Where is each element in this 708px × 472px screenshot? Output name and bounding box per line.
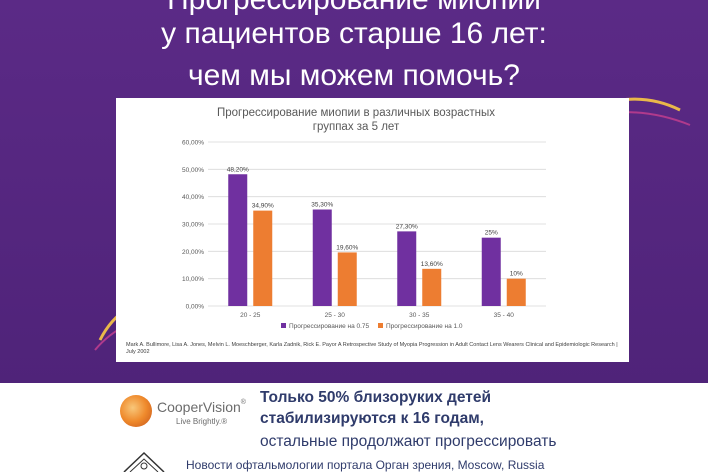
y-tick-label: 10,00% <box>182 276 204 283</box>
legend-swatch <box>281 323 286 328</box>
footer: CooperVision® Live Brightly.® Только 50%… <box>0 383 708 472</box>
bar <box>397 231 417 306</box>
legend-label: Прогрессирование на 0.75 <box>289 323 370 330</box>
chart-title-line-2: группах за 5 лет <box>312 121 400 133</box>
data-label: 35,30% <box>311 202 333 209</box>
y-tick-label: 30,00% <box>182 222 204 229</box>
coopervision-logo-icon <box>120 395 152 427</box>
data-label: 27,30% <box>396 223 418 230</box>
news-portal-line: Новости офтальмологии портала Орган зрен… <box>186 458 545 472</box>
brand-tagline: Live Brightly.® <box>176 417 228 426</box>
message-line-2: стабилизируются к 16 годам, <box>260 410 484 427</box>
y-tick-label: 20,00% <box>182 249 204 256</box>
bar <box>481 237 501 306</box>
headline-line-0: Прогрессирование миопии <box>0 0 708 18</box>
brand-reg-mark: ® <box>240 399 246 406</box>
y-tick-label: 0,00% <box>186 304 205 311</box>
legend-swatch <box>378 323 383 328</box>
bar <box>228 174 248 306</box>
x-tick-label: 30 - 35 <box>409 312 430 319</box>
bar <box>506 278 526 306</box>
bar <box>253 210 273 306</box>
data-label: 25% <box>485 230 498 237</box>
bar <box>422 268 442 306</box>
chart-title-line-1: Прогрессирование миопии в различных возр… <box>217 107 495 119</box>
slide-background: Прогрессирование миопии у пациентов стар… <box>0 0 708 383</box>
brand-name-text: CooperVision <box>157 399 241 415</box>
legend-label: Прогрессирование на 1.0 <box>386 323 463 330</box>
data-label: 13,60% <box>421 261 443 268</box>
y-tick-label: 60,00% <box>182 140 204 147</box>
x-tick-label: 20 - 25 <box>240 312 261 319</box>
bar <box>337 252 357 306</box>
eye-portal-logo-icon <box>123 451 165 472</box>
chart-title: Прогрессирование миопии в различных возр… <box>206 106 506 134</box>
y-tick-label: 50,00% <box>182 167 204 174</box>
brand-name: CooperVision® <box>157 399 246 415</box>
headline-line-1: у пациентов старше 16 лет: <box>161 17 547 50</box>
message-line-3: остальные продолжают прогрессировать <box>260 433 557 450</box>
x-tick-label: 25 - 30 <box>325 312 346 319</box>
x-tick-label: 35 - 40 <box>494 312 515 319</box>
y-tick-label: 40,00% <box>182 194 204 201</box>
data-label: 19,60% <box>336 244 358 251</box>
bar <box>312 209 332 306</box>
data-label: 10% <box>510 271 523 278</box>
citation: Mark A. Bullimore, Lisa A. Jones, Melvin… <box>126 342 618 355</box>
message-line-1: Только 50% близоруких детей <box>260 389 492 406</box>
data-label: 48,20% <box>227 166 249 173</box>
headline-line-2: чем мы можем помочь? <box>187 59 520 92</box>
bar-chart: 0,00% 10,00% 20,00% 30,00% 40,00% 50,00% 60,00… <box>182 140 546 330</box>
data-label: 34,90% <box>252 203 274 210</box>
chart-panel: 0,00% 10,00% 20,00% 30,00% 40,00% 50,00% 60,00… <box>116 98 629 362</box>
